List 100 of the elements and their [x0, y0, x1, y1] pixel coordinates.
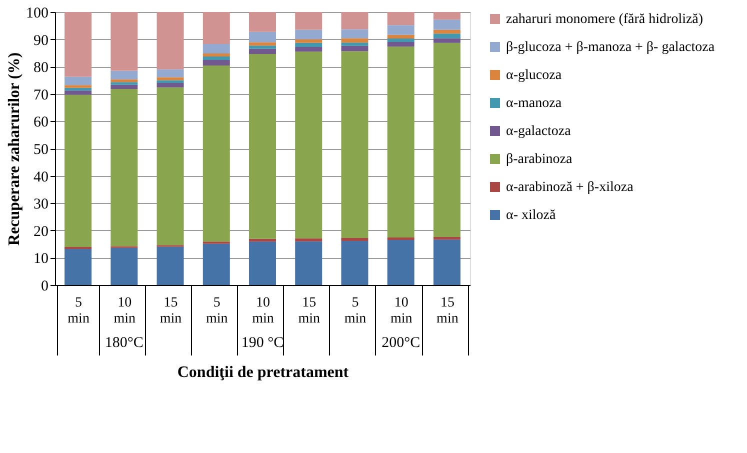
bar: [341, 46, 368, 52]
bar: [110, 88, 138, 246]
bar: [295, 52, 322, 238]
y-tick-label: 90: [34, 32, 48, 49]
bar: [295, 12, 322, 30]
bar: [295, 238, 322, 242]
bar: [156, 77, 184, 80]
y-axis-title: Recuperare zaharurilor (%): [6, 52, 23, 246]
bar: [387, 46, 414, 238]
bar: [433, 12, 460, 20]
bar: [202, 44, 230, 54]
legend-label: α-manoza: [506, 96, 562, 111]
bar: [387, 38, 414, 42]
bar: [387, 12, 414, 26]
bar: [110, 12, 138, 71]
bar: [341, 241, 368, 285]
bar: [341, 38, 368, 43]
bar: [341, 29, 368, 38]
bar: [202, 56, 230, 60]
bar: [249, 238, 276, 242]
y-tick-label: 40: [34, 169, 48, 186]
bar: [156, 69, 184, 78]
legend-label: β-arabinoza: [506, 152, 573, 167]
bar: [341, 51, 368, 238]
bar: [156, 12, 184, 70]
bar: [249, 54, 276, 239]
x-axis-title: Condiţii de pretratament: [177, 364, 350, 381]
x-tick-label: 10 min: [252, 296, 274, 326]
text: 190 °C: [241, 335, 284, 351]
text: 180°C: [104, 335, 144, 351]
bar: [249, 32, 276, 42]
bar: [156, 80, 184, 83]
legend-label: α-arabinoză + β-xiloza: [506, 180, 634, 195]
y-tick-label: 70: [34, 87, 48, 104]
bar: [110, 84, 138, 89]
bar: [295, 30, 322, 40]
bar: [433, 20, 460, 30]
bar: [433, 240, 460, 285]
bar: [249, 46, 276, 49]
x-tick-label: 15 min: [298, 296, 320, 326]
y-tick-label: 10: [34, 251, 48, 268]
legend-label: α-galactoza: [506, 124, 572, 139]
bar: [387, 25, 414, 35]
bar: [202, 53, 230, 56]
bar: [64, 12, 92, 77]
x-tick-label: 5 min: [206, 296, 228, 326]
x-tick-label: 15 min: [436, 296, 458, 326]
legend-label: α-glucoza: [506, 68, 562, 83]
legend-label: β-glucoza + β-manoza + β- galactoza: [506, 40, 716, 55]
bar: [64, 88, 92, 91]
bar: [295, 39, 322, 43]
bar: [202, 244, 230, 285]
y-tick-label: 80: [34, 60, 48, 76]
bar: [295, 46, 322, 52]
x-tick-label: 5 min: [68, 296, 90, 326]
bar: [295, 42, 322, 47]
bar: [110, 248, 138, 285]
y-tick-label: 30: [34, 196, 48, 213]
bar: [341, 12, 368, 30]
bar: [202, 12, 230, 44]
bar: [433, 42, 460, 237]
bar: [341, 42, 368, 46]
bar: [387, 240, 414, 285]
bar: [110, 82, 138, 85]
y-tick-label: 20: [34, 224, 48, 240]
bar: [433, 38, 460, 43]
bar: [295, 241, 322, 285]
bar: [202, 60, 230, 66]
y-tick-label: 50: [34, 142, 48, 158]
bar: [64, 94, 92, 248]
bar: [156, 87, 184, 246]
bar: [387, 42, 414, 47]
legend-label: α- xiloză: [506, 208, 556, 223]
bar: [433, 236, 460, 240]
bar: [433, 30, 460, 34]
bar: [341, 238, 368, 242]
bar: [64, 76, 92, 86]
bar: [110, 79, 138, 82]
y-tick-label: 100: [26, 6, 48, 22]
bar: [387, 34, 414, 38]
bar: [249, 242, 276, 285]
y-tick-label: 60: [34, 114, 48, 131]
bar: [249, 42, 276, 46]
x-tick-label: 15 min: [160, 296, 182, 326]
bar: [64, 85, 92, 88]
bar: [64, 90, 92, 95]
x-tick-label: 10 min: [390, 296, 412, 326]
bar: [156, 82, 184, 88]
x-tick-label: 5 min: [344, 296, 366, 326]
text: 200°C: [382, 335, 420, 351]
bar: [202, 66, 230, 242]
bar: [433, 34, 460, 38]
bar: [249, 12, 276, 32]
bar: [249, 48, 276, 54]
x-tick-label: 10 min: [114, 296, 136, 326]
bar: [64, 248, 92, 285]
y-tick-label: 0: [41, 278, 48, 294]
legend-label: zaharuri monomere (fără hidroliză): [506, 12, 704, 27]
bar: [110, 70, 138, 80]
bar: [156, 246, 184, 285]
